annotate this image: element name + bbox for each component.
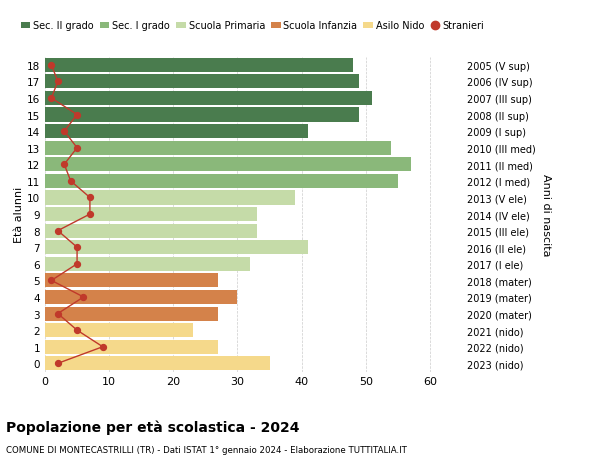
- Bar: [45, 340, 218, 354]
- Point: [47, 277, 56, 285]
- Point: [72, 327, 82, 334]
- Point: [85, 194, 95, 202]
- Bar: [45, 274, 218, 288]
- Bar: [45, 92, 372, 106]
- Bar: [45, 207, 257, 222]
- Point: [53, 310, 62, 318]
- Y-axis label: Anni di nascita: Anni di nascita: [541, 174, 551, 256]
- Bar: [45, 357, 269, 370]
- Point: [72, 244, 82, 252]
- Bar: [45, 241, 308, 255]
- Bar: [45, 191, 295, 205]
- Y-axis label: Età alunni: Età alunni: [14, 186, 24, 243]
- Bar: [45, 324, 193, 337]
- Legend: Sec. II grado, Sec. I grado, Scuola Primaria, Scuola Infanzia, Asilo Nido, Stran: Sec. II grado, Sec. I grado, Scuola Prim…: [20, 22, 485, 31]
- Bar: [45, 290, 238, 304]
- Point: [53, 228, 62, 235]
- Point: [66, 178, 76, 185]
- Point: [47, 95, 56, 102]
- Bar: [45, 158, 410, 172]
- Point: [72, 145, 82, 152]
- Point: [53, 360, 62, 367]
- Text: Popolazione per età scolastica - 2024: Popolazione per età scolastica - 2024: [6, 420, 299, 435]
- Point: [59, 128, 69, 135]
- Point: [47, 62, 56, 69]
- Text: COMUNE DI MONTECASTRILLI (TR) - Dati ISTAT 1° gennaio 2024 - Elaborazione TUTTIT: COMUNE DI MONTECASTRILLI (TR) - Dati IST…: [6, 445, 407, 454]
- Bar: [45, 141, 391, 156]
- Point: [98, 343, 107, 351]
- Bar: [45, 125, 308, 139]
- Bar: [45, 224, 257, 238]
- Point: [85, 211, 95, 218]
- Bar: [45, 108, 359, 123]
- Point: [72, 261, 82, 268]
- Point: [72, 112, 82, 119]
- Bar: [45, 75, 359, 89]
- Bar: [45, 174, 398, 189]
- Bar: [45, 307, 218, 321]
- Point: [53, 78, 62, 86]
- Point: [79, 294, 88, 301]
- Point: [59, 161, 69, 168]
- Bar: [45, 59, 353, 73]
- Bar: [45, 257, 250, 271]
